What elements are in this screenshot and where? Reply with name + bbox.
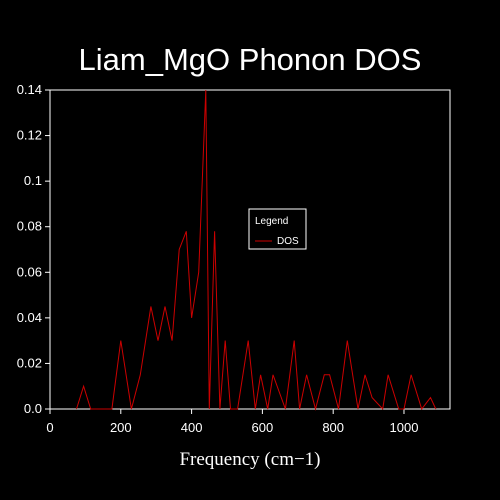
x-tick-label: 800 bbox=[322, 420, 344, 435]
x-tick-label: 200 bbox=[110, 420, 132, 435]
y-tick-label: 0.1 bbox=[24, 173, 42, 188]
y-tick-label: 0.04 bbox=[17, 310, 42, 325]
x-tick-label: 400 bbox=[181, 420, 203, 435]
legend-entry-dos: DOS bbox=[277, 236, 299, 247]
y-tick-label: 0.06 bbox=[17, 264, 42, 279]
y-axis: 0.0 0.02 0.04 0.06 0.08 0.1 0.12 0.14 bbox=[17, 82, 50, 416]
y-tick-label: 0.12 bbox=[17, 128, 42, 143]
y-tick-label: 0.14 bbox=[17, 82, 42, 97]
y-tick-label: 0.0 bbox=[24, 401, 42, 416]
series-line-dos bbox=[76, 89, 437, 411]
x-tick-label: 600 bbox=[252, 420, 274, 435]
plot-frame bbox=[49, 89, 451, 410]
x-axis: 0 200 400 600 800 1000 bbox=[46, 409, 418, 435]
series-layer bbox=[76, 89, 437, 411]
y-tick-label: 0.02 bbox=[17, 355, 42, 370]
chart-title: Liam_MgO Phonon DOS bbox=[79, 42, 422, 77]
legend-title: Legend bbox=[255, 216, 288, 227]
y-tick-label: 0.08 bbox=[17, 219, 42, 234]
x-tick-label: 0 bbox=[46, 420, 53, 435]
x-axis-label: Frequency (cm−1) bbox=[179, 449, 320, 470]
legend-box bbox=[248, 208, 307, 250]
legend: Legend DOS bbox=[248, 208, 307, 250]
x-tick-label: 1000 bbox=[390, 420, 419, 435]
